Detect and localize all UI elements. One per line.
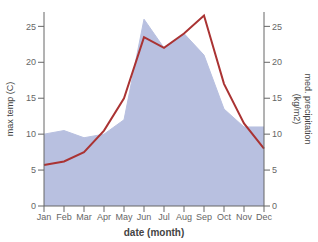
svg-text:5: 5 [272, 165, 277, 175]
svg-text:25: 25 [272, 22, 282, 32]
svg-text:5: 5 [31, 165, 36, 175]
svg-text:med. precipitation(kg/m2): med. precipitation(kg/m2) [292, 73, 310, 144]
svg-text:max temp (C): max temp (C) [8, 82, 15, 137]
svg-text:10: 10 [26, 129, 36, 139]
svg-text:Oct: Oct [217, 212, 232, 222]
svg-text:Jun: Jun [137, 212, 152, 222]
svg-text:0: 0 [272, 201, 277, 211]
svg-text:10: 10 [272, 129, 282, 139]
svg-text:Dec: Dec [256, 212, 273, 222]
svg-text:Jan: Jan [37, 212, 52, 222]
svg-text:Sep: Sep [196, 212, 212, 222]
svg-text:20: 20 [26, 57, 36, 67]
svg-text:Nov: Nov [236, 212, 253, 222]
svg-text:Mar: Mar [76, 212, 92, 222]
svg-text:15: 15 [272, 93, 282, 103]
svg-text:15: 15 [26, 93, 36, 103]
svg-text:0: 0 [31, 201, 36, 211]
svg-text:Jul: Jul [158, 212, 170, 222]
svg-text:20: 20 [272, 57, 282, 67]
svg-text:Aug: Aug [176, 212, 192, 222]
svg-text:May: May [115, 212, 133, 222]
svg-text:25: 25 [26, 22, 36, 32]
svg-text:Apr: Apr [97, 212, 111, 222]
svg-text:Feb: Feb [56, 212, 72, 222]
svg-text:date (month): date (month) [124, 227, 185, 238]
